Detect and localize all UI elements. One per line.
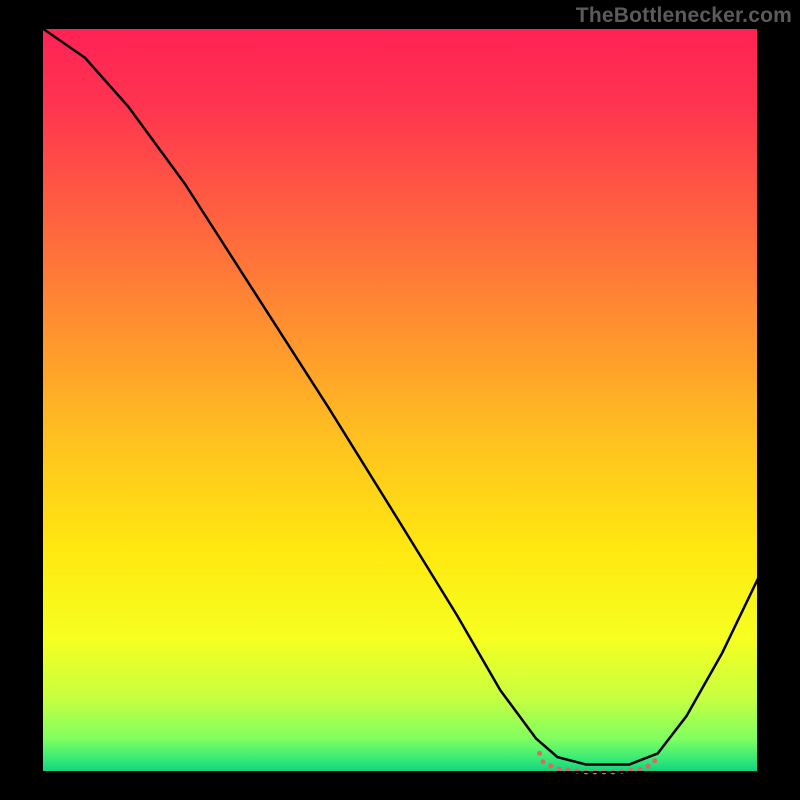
plot-background bbox=[42, 28, 758, 772]
watermark-text: TheBottlenecker.com bbox=[576, 4, 792, 28]
chart-canvas: TheBottlenecker.com bbox=[0, 0, 800, 800]
bottleneck-chart bbox=[0, 0, 800, 800]
